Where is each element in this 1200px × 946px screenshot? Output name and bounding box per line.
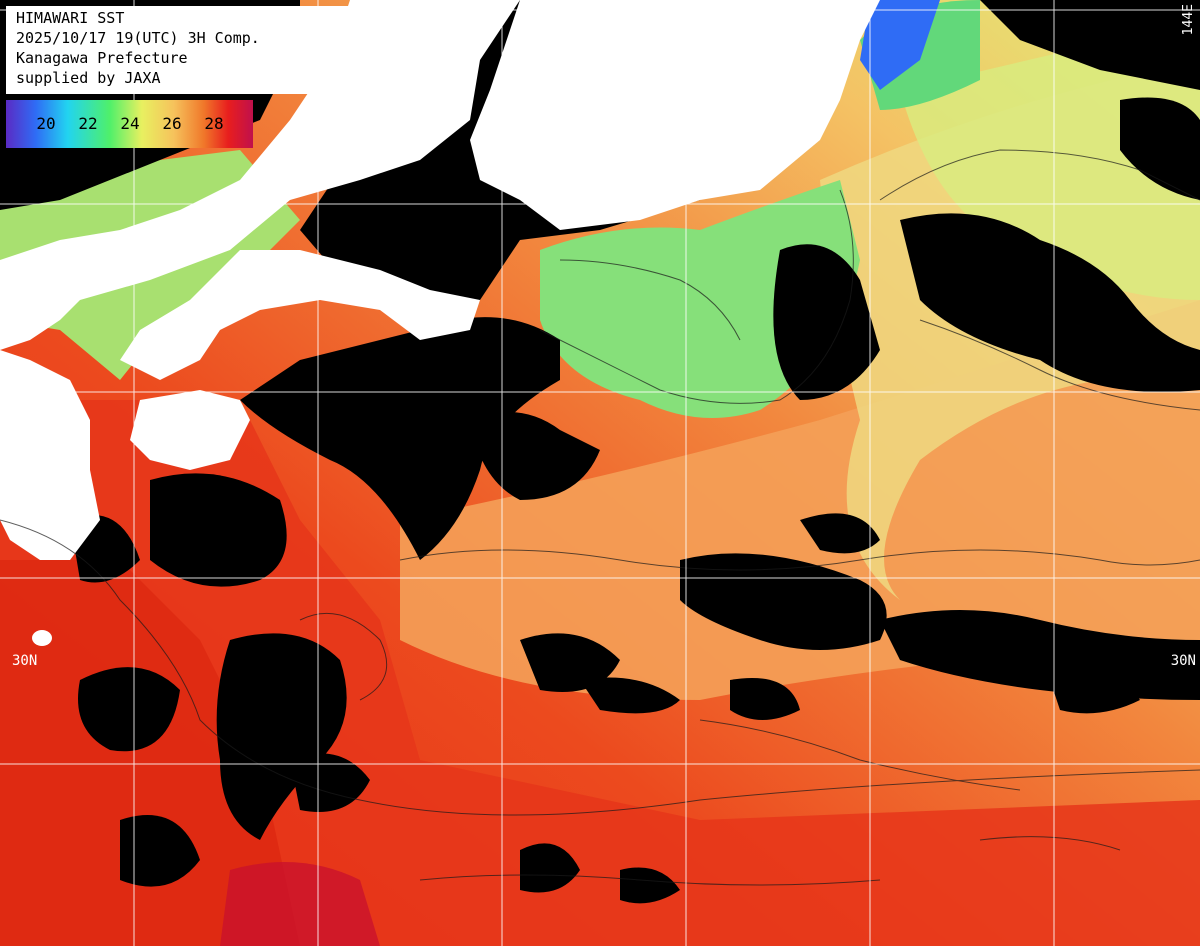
cool-water-region [900,20,1200,300]
longitude-label: 144E [1181,4,1196,36]
product-title: HIMAWARI SST [16,9,125,27]
color-scale-bar [6,100,253,148]
legend-tick: 24 [120,114,139,133]
info-box: HIMAWARI SST 2025/10/17 19(UTC) 3H Comp.… [6,6,351,94]
isotherm-contours [0,149,1200,886]
legend-tick: 22 [78,114,97,133]
legend-tick: 20 [36,114,55,133]
landmass [0,0,880,646]
hot-spot [220,862,380,946]
legend-tick: 28 [204,114,223,133]
warm-water-region [0,560,300,946]
latitude-label-right: 30N [1170,653,1196,669]
cold-water-region [860,0,940,90]
supplier-label: supplied by JAXA [16,69,161,87]
legend-tick: 26 [162,114,181,133]
prefecture-label: Kanagawa Prefecture [16,49,188,67]
color-scale-legend: 20 22 24 26 28 [6,100,253,148]
latitude-label-left: 30N [12,653,38,669]
observation-timestamp: 2025/10/17 19(UTC) 3H Comp. [16,29,260,47]
